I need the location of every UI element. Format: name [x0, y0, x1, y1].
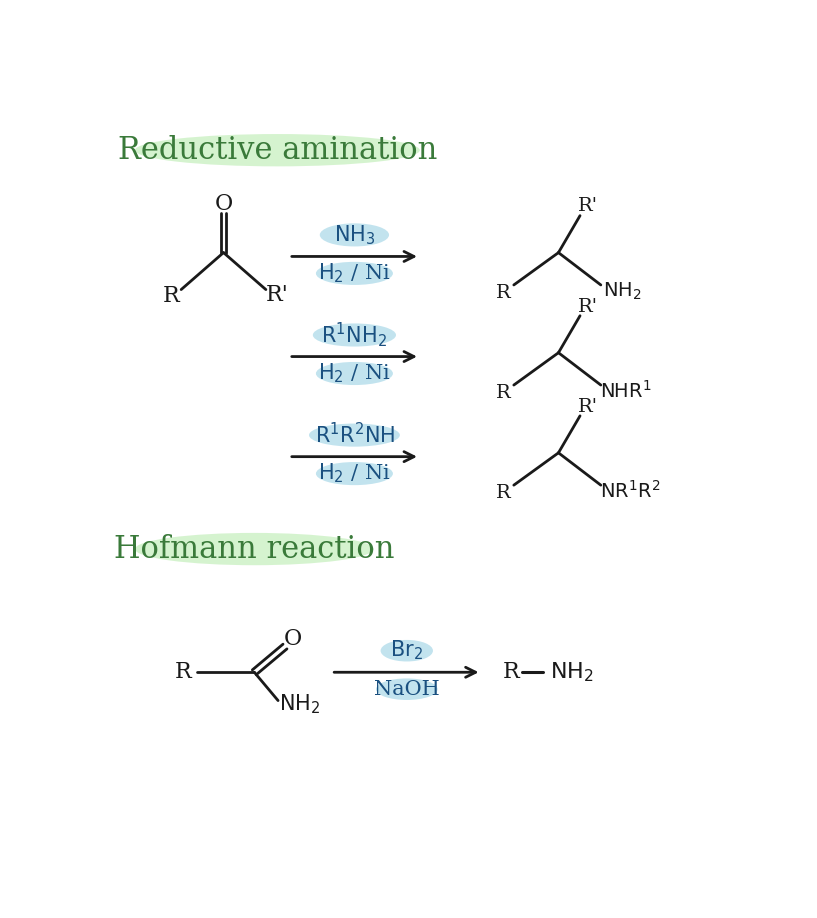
- Ellipse shape: [135, 532, 373, 565]
- Text: $\mathrm{R^1NH_2}$: $\mathrm{R^1NH_2}$: [321, 320, 387, 350]
- Ellipse shape: [309, 423, 400, 447]
- Text: $\mathrm{NH_2}$: $\mathrm{NH_2}$: [551, 660, 594, 684]
- Text: $\mathrm{H_2}$ / Ni: $\mathrm{H_2}$ / Ni: [318, 262, 391, 285]
- Text: $\mathrm{H_2}$ / Ni: $\mathrm{H_2}$ / Ni: [318, 362, 391, 386]
- Text: R: R: [496, 284, 511, 302]
- Ellipse shape: [316, 462, 393, 485]
- Text: NaOH: NaOH: [374, 679, 440, 699]
- Text: $\mathrm{NH_2}$: $\mathrm{NH_2}$: [603, 281, 641, 302]
- Text: R: R: [502, 661, 519, 683]
- Ellipse shape: [316, 362, 393, 385]
- Text: $\mathrm{R^1R^2NH}$: $\mathrm{R^1R^2NH}$: [315, 422, 395, 448]
- Text: $\mathrm{NHR^1}$: $\mathrm{NHR^1}$: [600, 380, 652, 402]
- Text: R': R': [578, 397, 598, 416]
- Text: Hofmann reaction: Hofmann reaction: [114, 533, 395, 565]
- Text: R': R': [578, 297, 598, 316]
- Text: R: R: [496, 384, 511, 402]
- Ellipse shape: [376, 678, 438, 700]
- Text: R': R': [266, 284, 289, 306]
- Text: R: R: [163, 285, 180, 308]
- Text: O: O: [214, 193, 233, 215]
- Text: R: R: [496, 484, 511, 502]
- Text: $\mathrm{NH_2}$: $\mathrm{NH_2}$: [279, 692, 320, 716]
- Text: $\mathrm{NR^1R^2}$: $\mathrm{NR^1R^2}$: [600, 480, 660, 502]
- Ellipse shape: [313, 323, 396, 347]
- Text: R: R: [175, 661, 192, 683]
- Ellipse shape: [135, 134, 420, 166]
- Ellipse shape: [316, 262, 393, 285]
- Text: Reductive amination: Reductive amination: [118, 135, 437, 166]
- Text: $\mathrm{H_2}$ / Ni: $\mathrm{H_2}$ / Ni: [318, 462, 391, 486]
- Ellipse shape: [381, 640, 433, 662]
- Ellipse shape: [319, 223, 389, 246]
- Text: $\mathrm{Br_2}$: $\mathrm{Br_2}$: [391, 639, 423, 663]
- Text: R': R': [578, 197, 598, 216]
- Text: $\mathrm{NH_3}$: $\mathrm{NH_3}$: [333, 223, 375, 247]
- Text: O: O: [283, 628, 301, 650]
